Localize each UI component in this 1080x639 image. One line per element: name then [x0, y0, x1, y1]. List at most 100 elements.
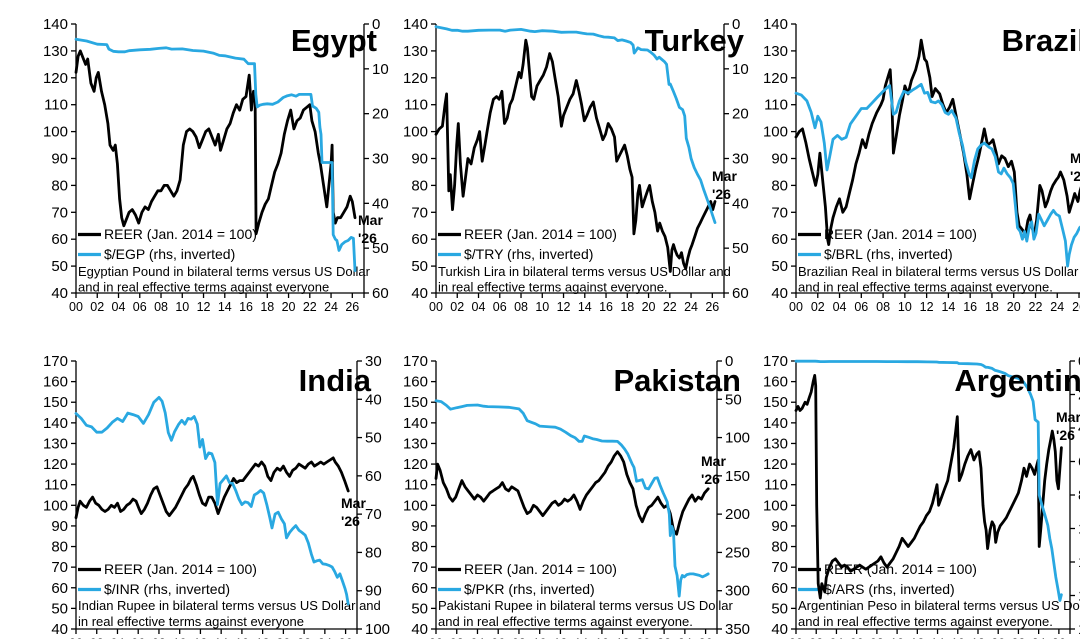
svg-text:08: 08: [512, 637, 526, 639]
svg-text:130: 130: [403, 435, 428, 452]
chart-canvas: 140 130 120 110 100 90 80 70 60 50 40 0 10 20 30 40 50 60…: [43, 16, 389, 314]
svg-text:14: 14: [941, 300, 955, 314]
svg-text:18: 18: [616, 637, 630, 639]
svg-text:18: 18: [256, 637, 270, 639]
caption: Argentinian Peso in bilateral terms vers…: [798, 598, 1080, 629]
svg-text:22: 22: [657, 637, 671, 639]
svg-text:80: 80: [411, 177, 428, 194]
svg-text:100: 100: [43, 124, 68, 141]
y-axis-right: 0 10 20 30 40 50 60: [724, 16, 749, 302]
svg-text:100: 100: [725, 430, 750, 447]
svg-text:60: 60: [372, 285, 389, 302]
svg-text:00: 00: [789, 637, 803, 639]
svg-text:140: 140: [403, 415, 428, 432]
svg-text:16: 16: [951, 637, 965, 639]
svg-text:'26: '26: [358, 230, 377, 246]
reer-line: [74, 456, 350, 520]
svg-text:22: 22: [297, 637, 311, 639]
svg-text:40: 40: [771, 621, 788, 638]
x-axis: 00 02 04 06 08 10 12 14 16 18 20 22 24 26: [429, 293, 725, 314]
svg-text:110: 110: [44, 97, 68, 114]
axes: [75, 361, 358, 630]
chart-pakistan: 170 160 150 140 130 120 110 100 90 80 70 60 50 40 0 50 1…: [400, 336, 750, 639]
fx-line: [794, 82, 1080, 268]
svg-text:140: 140: [403, 16, 428, 33]
svg-text:20: 20: [282, 300, 296, 314]
svg-text:250: 250: [725, 544, 750, 561]
svg-text:0: 0: [372, 16, 380, 33]
svg-text:60: 60: [771, 580, 788, 597]
svg-text:130: 130: [763, 43, 788, 60]
svg-text:12: 12: [910, 637, 924, 639]
svg-text:100: 100: [365, 621, 390, 638]
svg-text:04: 04: [471, 637, 485, 639]
y-axis-left: 170 160 150 140 130 120 110 100 90 80 70 60 50 40: [763, 353, 796, 638]
svg-text:110: 110: [764, 477, 788, 494]
fx-legend-label: $/TRY (rhs, inverted): [464, 246, 593, 262]
svg-text:20: 20: [372, 106, 389, 123]
svg-text:90: 90: [365, 583, 382, 600]
svg-text:120: 120: [763, 456, 788, 473]
svg-text:02: 02: [90, 300, 104, 314]
svg-text:90: 90: [51, 518, 68, 535]
svg-text:70: 70: [51, 204, 68, 221]
reer-legend-label: REER (Jan. 2014 = 100): [464, 226, 617, 242]
svg-text:14: 14: [931, 637, 945, 639]
fx-line: [794, 359, 1063, 602]
mar-26-annotation: Mar '26: [1056, 409, 1080, 443]
svg-text:'26: '26: [341, 513, 360, 529]
svg-text:26: 26: [699, 637, 713, 639]
svg-text:'26: '26: [701, 471, 720, 487]
svg-text:16: 16: [239, 300, 253, 314]
svg-text:80: 80: [365, 544, 382, 561]
y-axis-left: 140 130 120 110 100 90 80 70 60 50 40: [763, 16, 796, 302]
chart-canvas: 1701601501401301201101009080706050400200…: [763, 353, 1080, 639]
svg-text:100: 100: [403, 124, 428, 141]
svg-text:90: 90: [771, 151, 788, 168]
svg-text:50: 50: [372, 240, 389, 257]
svg-text:08: 08: [876, 300, 890, 314]
fx-line: [74, 37, 357, 273]
mar-26-annotation: Mar '26: [358, 212, 383, 246]
svg-text:Mar: Mar: [712, 168, 737, 184]
caption: Indian Rupee in bilateral terms versus U…: [78, 598, 381, 629]
svg-text:Mar: Mar: [701, 453, 726, 469]
chart-turkey: 140 130 120 110 100 90 80 70 60 50 40 0 10 20 30 40 50 60…: [400, 16, 749, 314]
svg-text:18: 18: [620, 300, 634, 314]
svg-text:150: 150: [403, 394, 428, 411]
svg-text:40: 40: [372, 195, 389, 212]
svg-text:20: 20: [991, 637, 1005, 639]
reer-legend-label: REER (Jan. 2014 = 100): [824, 226, 977, 242]
chart-title: Brazil: [1002, 23, 1080, 58]
legend: REER (Jan. 2014 = 100) $/ARS (rhs, invert…: [798, 561, 977, 597]
svg-text:1600: 1600: [1078, 621, 1080, 638]
svg-text:18: 18: [260, 300, 274, 314]
svg-text:200: 200: [725, 506, 750, 523]
svg-text:24: 24: [678, 637, 692, 639]
svg-text:140: 140: [43, 16, 68, 33]
svg-text:90: 90: [411, 518, 428, 535]
svg-text:50: 50: [365, 430, 382, 447]
svg-text:20: 20: [276, 637, 290, 639]
svg-text:and in real effective terms ag: and in real effective terms against ever…: [78, 280, 329, 295]
svg-text:10: 10: [372, 61, 389, 78]
svg-text:10: 10: [890, 637, 904, 639]
svg-text:Egyptian Pound in bilateral te: Egyptian Pound in bilateral terms versus…: [78, 264, 371, 279]
svg-text:40: 40: [732, 195, 749, 212]
svg-text:Mar: Mar: [341, 495, 366, 511]
svg-text:30: 30: [372, 151, 389, 168]
fx-legend-label: $/INR (rhs, inverted): [104, 581, 230, 597]
fx-legend-label: $/ARS (rhs, inverted): [824, 581, 955, 597]
svg-text:24: 24: [684, 300, 698, 314]
svg-text:24: 24: [1032, 637, 1046, 639]
svg-text:70: 70: [365, 506, 382, 523]
y-axis-right: 0 200 400 600 800 1000 1200 1400 1600: [1070, 353, 1080, 638]
y-axis-left: 170 160 150 140 130 120 110 100 90 80 70 60 50 40: [43, 353, 76, 638]
svg-text:50: 50: [732, 240, 749, 257]
svg-text:50: 50: [725, 391, 742, 408]
svg-text:Brazilian Real in bilateral te: Brazilian Real in bilateral terms versus…: [798, 264, 1079, 279]
svg-text:12: 12: [193, 637, 207, 639]
svg-text:in real effective terms agains: in real effective terms against everyone: [78, 614, 304, 629]
y-axis-left: 140 130 120 110 100 90 80 70 60 50 40: [403, 16, 436, 302]
